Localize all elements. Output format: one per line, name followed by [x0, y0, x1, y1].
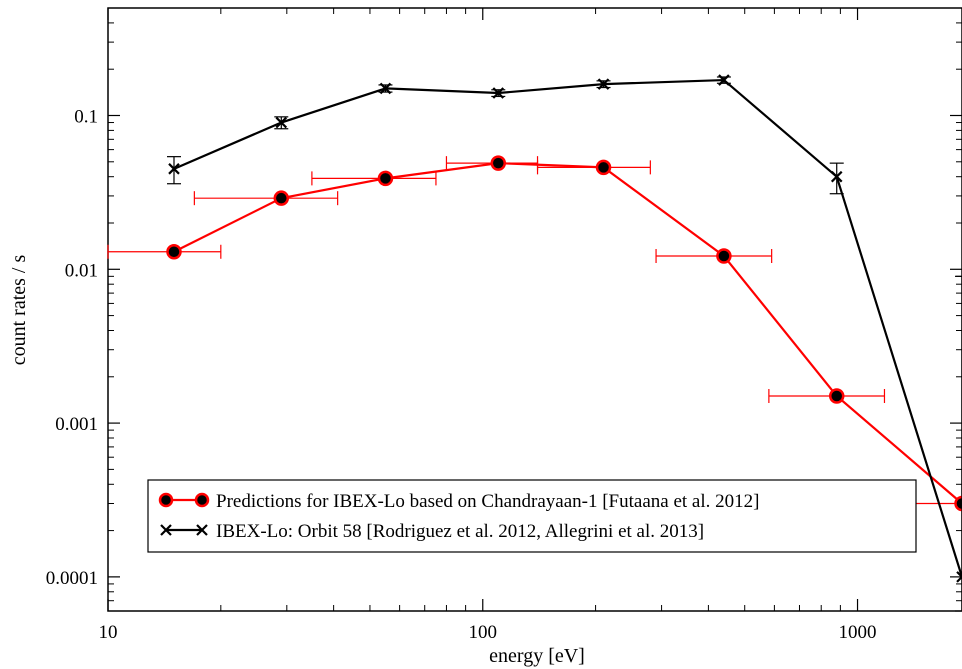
legend-box: [147, 479, 917, 553]
plot-frame: [107, 7, 962, 612]
data-point: [379, 82, 392, 95]
data-point: [492, 87, 505, 99]
legend-marker: [196, 524, 208, 536]
legend: Predictions for IBEX-Lo based on Chandra…: [147, 479, 917, 553]
data-point: [275, 116, 288, 129]
data-point: [954, 495, 962, 512]
x-tick-label: 10: [99, 622, 118, 643]
data-point: [597, 78, 610, 90]
x-axis-label: energy [eV]: [489, 645, 585, 667]
legend-label: IBEX-Lo: Orbit 58 [Rodriguez et al. 2012…: [216, 521, 704, 542]
data-point: [956, 571, 962, 583]
data-point: [716, 248, 732, 264]
plot-area: 10 100 1000 0.0001 0.001 0.01 0.1: [46, 7, 962, 643]
legend-marker: [158, 492, 174, 508]
series-line-2: [173, 78, 962, 578]
y-axis-label: count rates / s: [8, 255, 30, 366]
data-point: [490, 155, 507, 171]
y-tick-label: 0.0001: [46, 568, 98, 589]
legend-marker: [160, 524, 172, 536]
data-point: [166, 244, 182, 260]
y-tick-label: 0.01: [65, 260, 98, 281]
legend-marker: [194, 492, 210, 508]
data-point: [830, 170, 843, 183]
y-tick-label: 0.001: [55, 414, 98, 435]
data-point: [377, 170, 394, 187]
data-point: [168, 163, 180, 175]
data-point: [273, 190, 290, 206]
data-point: [718, 74, 730, 86]
series-line-1: [173, 162, 962, 505]
data-point: [828, 388, 845, 404]
x-tick-label: 100: [469, 622, 498, 643]
x-tick-label: 1000: [839, 622, 877, 643]
data-point: [595, 159, 612, 176]
y-tick-label: 0.1: [74, 106, 98, 127]
legend-label: Predictions for IBEX-Lo based on Chandra…: [216, 491, 759, 512]
